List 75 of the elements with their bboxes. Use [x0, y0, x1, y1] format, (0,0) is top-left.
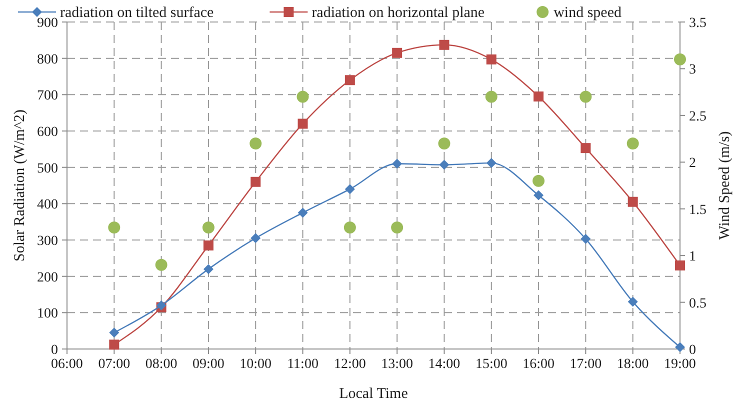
y-tick-label: 400 [37, 198, 58, 213]
point [344, 75, 355, 86]
point [580, 90, 592, 103]
y-tick-label: 900 [37, 16, 58, 31]
point [392, 48, 402, 58]
y2-tick-label: 2 [689, 156, 696, 172]
point [109, 340, 120, 350]
legend-label: radiation on horizontal plane [312, 5, 485, 21]
point [626, 137, 639, 150]
point [580, 234, 591, 244]
y2-tick-label: 2.5 [689, 109, 706, 124]
point [532, 174, 545, 187]
y2-tick-label: 3 [689, 62, 696, 78]
point [108, 222, 120, 234]
y-tick-label: 500 [37, 161, 58, 176]
point [109, 328, 120, 338]
point [298, 118, 308, 129]
y2-tick-label: 1.5 [689, 202, 706, 218]
point [391, 222, 404, 234]
y-tick-label: 200 [37, 270, 58, 286]
point [344, 184, 355, 194]
x-tick-label: 06:00 [51, 357, 83, 372]
point [439, 40, 450, 50]
point [628, 296, 638, 307]
x-axis-title: Local Time [339, 386, 408, 402]
point [203, 240, 214, 250]
point [296, 90, 309, 103]
y2-tick-label: 1 [689, 250, 696, 265]
point [628, 196, 638, 207]
point [155, 258, 168, 271]
point [438, 137, 450, 150]
point [392, 158, 402, 169]
x-tick-label: 13:00 [381, 357, 414, 372]
y-tick-label: 700 [37, 88, 58, 104]
point [250, 233, 261, 244]
x-tick-label: 14:00 [428, 357, 460, 372]
y-tick-label: 100 [37, 306, 58, 322]
x-tick-label: 09:00 [192, 357, 224, 372]
point [534, 91, 544, 102]
point [250, 176, 261, 187]
point [674, 53, 686, 66]
y2-tick-label: 0.5 [689, 296, 706, 312]
x-tick-label: 11:00 [287, 357, 318, 372]
point [485, 90, 498, 103]
x-tick-label: 19:00 [664, 357, 696, 372]
point [344, 222, 356, 234]
x-tick-label: 16:00 [522, 357, 554, 372]
y-tick-label: 300 [37, 234, 58, 249]
point [250, 137, 262, 150]
x-tick-label: 10:00 [240, 357, 272, 372]
point [202, 222, 214, 234]
x-tick-label: 07:00 [98, 357, 130, 372]
x-tick-label: 12:00 [334, 357, 366, 372]
y-tick-label: 0 [51, 343, 58, 358]
x-tick-label: 08:00 [145, 357, 178, 372]
point [675, 260, 685, 270]
y2-tick-label: 0 [689, 343, 696, 358]
y2-axis-title: Wind Speed (m/s) [717, 131, 733, 240]
legend-label: wind speed [554, 5, 622, 21]
legend-label: radiation on tilted surface [60, 5, 214, 21]
y-axis-title: Solar Radiation (W/m^2) [12, 109, 28, 262]
point [534, 190, 544, 200]
point [298, 208, 308, 218]
x-tick-label: 15:00 [475, 357, 508, 372]
point [675, 342, 685, 352]
point [439, 160, 450, 170]
x-tick-label: 18:00 [616, 357, 649, 372]
point [580, 143, 591, 154]
y2-tick-label: 3.5 [689, 16, 706, 31]
point [203, 264, 214, 274]
point [486, 54, 496, 64]
point [486, 158, 496, 168]
y-tick-label: 800 [37, 52, 58, 68]
x-tick-label: 17:00 [570, 357, 602, 372]
y-tick-label: 600 [37, 125, 58, 140]
